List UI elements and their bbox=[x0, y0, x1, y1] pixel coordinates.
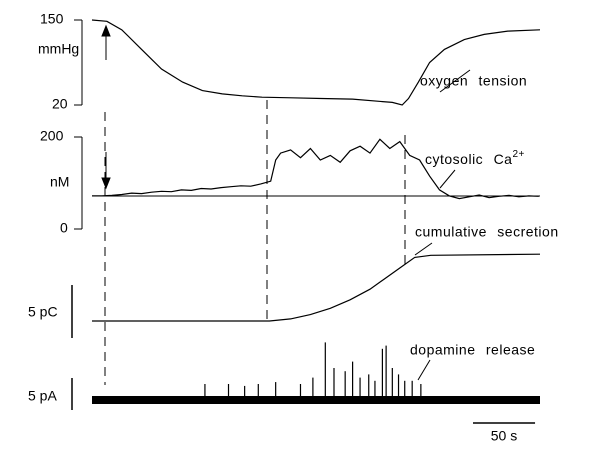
noise-band bbox=[92, 396, 540, 404]
y-label: mmHg bbox=[38, 41, 79, 57]
trace bbox=[92, 253, 541, 322]
y-label: nM bbox=[50, 174, 69, 190]
label-text: cytosolic Ca bbox=[425, 151, 512, 167]
arrow-head bbox=[101, 24, 111, 37]
scale-label: 5 pA bbox=[28, 388, 57, 404]
leader bbox=[414, 242, 433, 256]
scale-label: 5 pC bbox=[28, 304, 58, 320]
trace-label: cumulative secretion bbox=[415, 224, 559, 240]
leader bbox=[439, 169, 456, 189]
y-tick-label: 0 bbox=[60, 220, 68, 236]
y-tick-label: 200 bbox=[40, 128, 64, 144]
leader bbox=[417, 359, 431, 381]
trace bbox=[91, 19, 541, 106]
trace-label: oxygen tension bbox=[420, 73, 527, 89]
arrow-head bbox=[101, 177, 111, 190]
y-tick-label: 150 bbox=[40, 11, 64, 27]
trace-label: dopamine release bbox=[410, 342, 535, 358]
trace bbox=[92, 138, 539, 200]
scale-label: 50 s bbox=[491, 428, 517, 444]
y-tick-label: 20 bbox=[52, 96, 68, 112]
leader bbox=[439, 69, 471, 93]
label-sup: 2+ bbox=[512, 149, 524, 160]
layout bbox=[81, 20, 540, 404]
trace-label: cytosolic Ca2+ bbox=[425, 149, 525, 167]
